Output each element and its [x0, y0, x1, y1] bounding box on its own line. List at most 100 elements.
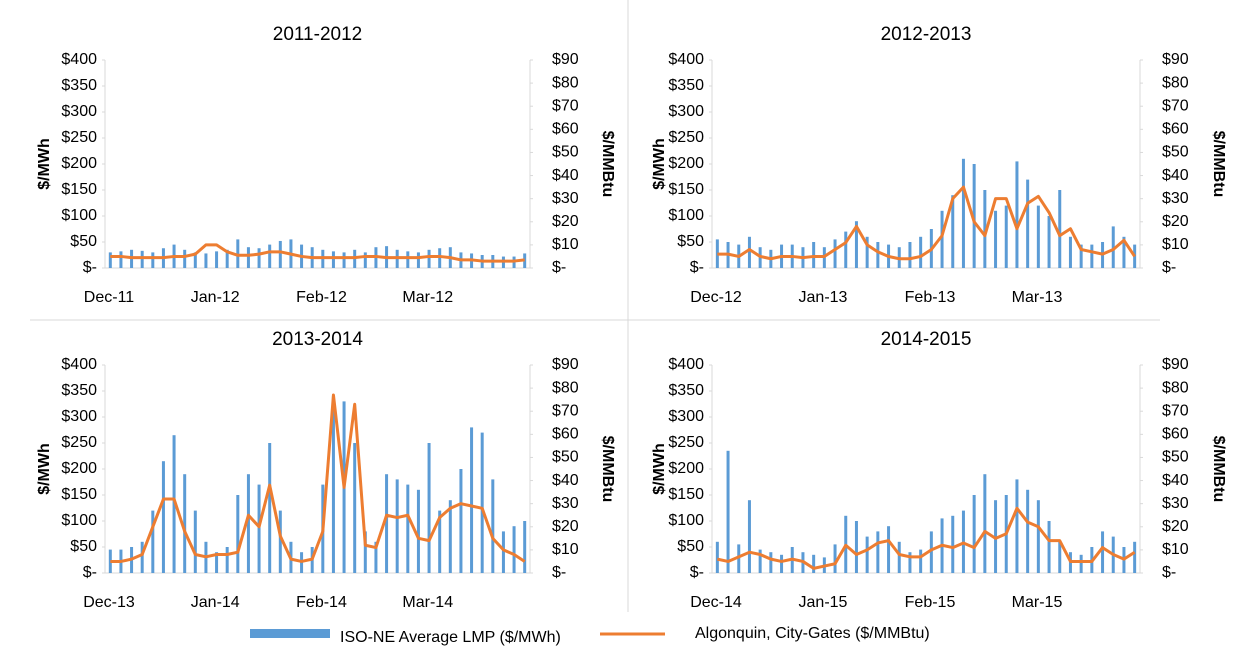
lmp-bar — [769, 552, 773, 573]
y-tick-label: $350 — [61, 382, 97, 399]
lmp-bar — [374, 541, 378, 573]
y2-tick-label: $80 — [1162, 74, 1189, 91]
lmp-bar — [1058, 190, 1062, 268]
y-tick-label: $250 — [668, 434, 704, 451]
y-tick-label: $100 — [668, 207, 704, 224]
lmp-bar — [363, 252, 367, 268]
y-tick-label: $150 — [668, 181, 704, 198]
y2-tick-label: $70 — [552, 97, 579, 114]
lmp-bar — [183, 474, 187, 573]
y-tick-label: $250 — [61, 129, 97, 146]
legend-label: ISO-NE Average LMP ($/MWh) — [340, 629, 561, 646]
x-tick-label: Mar-12 — [402, 289, 453, 306]
y2-tick-label: $50 — [552, 449, 579, 466]
y-tick-label: $150 — [668, 486, 704, 503]
lmp-bar — [438, 510, 442, 573]
lmp-bar — [140, 250, 144, 268]
y-tick-label: $100 — [61, 207, 97, 224]
lmp-bar — [406, 251, 410, 268]
y-tick-label: $400 — [668, 51, 704, 68]
y-tick-label: $150 — [61, 181, 97, 198]
y-tick-label: $350 — [668, 77, 704, 94]
lmp-bar — [961, 158, 965, 268]
y-tick-label: $300 — [668, 103, 704, 120]
lmp-bar — [204, 253, 208, 268]
lmp-bar — [331, 396, 335, 573]
lmp-bar — [215, 251, 219, 268]
lmp-bar — [887, 526, 891, 573]
x-tick-label: Feb-14 — [296, 594, 347, 611]
lmp-bar — [438, 248, 442, 268]
y-tick-label: $50 — [677, 233, 704, 250]
y-tick-label: $300 — [61, 408, 97, 425]
y2-tick-label: $10 — [1162, 541, 1189, 558]
x-tick-label: Dec-11 — [84, 289, 134, 306]
y-tick-label: $200 — [668, 460, 704, 477]
y2-tick-label: $60 — [1162, 121, 1189, 138]
y2-axis-title: $/MMBtu — [1210, 131, 1227, 198]
chart-title: 2013-2014 — [272, 329, 363, 350]
lmp-bar — [758, 549, 762, 573]
lmp-bar — [780, 554, 784, 573]
lmp-bar — [1015, 479, 1019, 573]
lmp-bar — [1079, 244, 1083, 268]
lmp-bar — [459, 469, 463, 573]
lmp-bar — [865, 236, 869, 268]
lmp-bar — [385, 474, 389, 573]
legend-label: Algonquin, City-Gates ($/MMBtu) — [695, 625, 930, 642]
lmp-bar — [865, 536, 869, 573]
lmp-bar — [940, 210, 944, 268]
lmp-bar — [715, 541, 719, 573]
y-tick-label: $300 — [668, 408, 704, 425]
lmp-bar — [215, 552, 219, 573]
lmp-bar — [331, 251, 335, 268]
lmp-bar — [193, 252, 197, 268]
y-tick-label: $400 — [61, 356, 97, 373]
lmp-bar — [140, 541, 144, 573]
lmp-bar — [183, 249, 187, 268]
lmp-bar — [951, 515, 955, 573]
lmp-bar — [1133, 541, 1137, 573]
lmp-bar — [737, 544, 741, 573]
y-tick-label: $100 — [668, 512, 704, 529]
y2-tick-label: $60 — [1162, 426, 1189, 443]
x-tick-label: Dec-14 — [690, 594, 742, 611]
y-tick-label: $350 — [61, 77, 97, 94]
x-tick-label: Jan-13 — [799, 289, 848, 306]
y2-tick-label: $40 — [1162, 167, 1189, 184]
lmp-bar — [908, 552, 912, 573]
lmp-bar — [151, 510, 155, 573]
lmp-bar — [844, 231, 848, 268]
y2-tick-label: $70 — [1162, 97, 1189, 114]
lmp-bar — [897, 541, 901, 573]
y2-tick-label: $40 — [1162, 472, 1189, 489]
lmp-bar — [951, 195, 955, 268]
y2-tick-label: $80 — [552, 74, 579, 91]
y2-tick-label: $30 — [552, 495, 579, 512]
lmp-bar — [246, 474, 250, 573]
lmp-bar — [172, 435, 176, 573]
gas-price-line — [717, 185, 1136, 261]
lmp-bar — [919, 549, 923, 573]
lmp-bar — [1026, 489, 1030, 573]
lmp-bar — [994, 210, 998, 268]
y-axis-title: $/MWh — [651, 443, 668, 495]
y2-tick-label: $30 — [1162, 190, 1189, 207]
lmp-bar — [876, 531, 880, 573]
y-tick-label: $- — [83, 259, 97, 276]
lmp-bar — [491, 479, 495, 573]
y-tick-label: $- — [690, 564, 704, 581]
y-tick-label: $50 — [677, 538, 704, 555]
lmp-bar — [161, 461, 165, 573]
lmp-bar — [501, 531, 505, 573]
lmp-bar — [747, 500, 751, 573]
y-tick-label: $- — [83, 564, 97, 581]
lmp-bar — [972, 495, 976, 573]
x-tick-label: Jan-14 — [191, 594, 240, 611]
y2-tick-label: $10 — [552, 236, 579, 253]
lmp-bar — [448, 500, 452, 573]
x-tick-label: Mar-15 — [1012, 594, 1063, 611]
chart-title: 2014-2015 — [881, 329, 972, 350]
y-tick-label: $250 — [61, 434, 97, 451]
y2-tick-label: $40 — [552, 472, 579, 489]
